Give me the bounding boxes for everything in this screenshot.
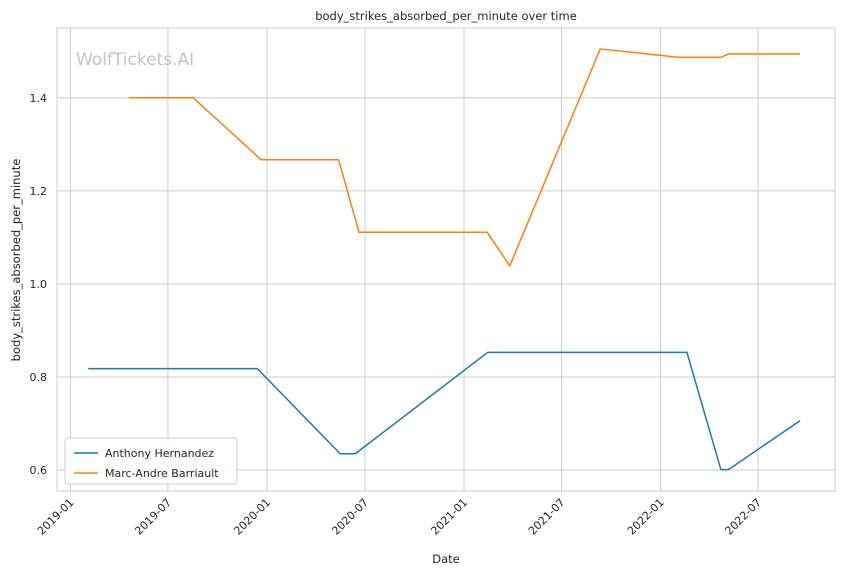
x-tick-label: 2020-07 [329,496,371,538]
legend-label-marc-andre-barriault: Marc-Andre Barriault [105,467,219,480]
watermark: WolfTickets.AI [76,50,194,70]
legend-label-anthony-hernandez: Anthony Hernandez [105,447,214,460]
legend-box [64,437,238,485]
y-axis-label: body_strikes_absorbed_per_minute [9,159,23,362]
x-tick-label: 2022-07 [722,496,764,538]
y-tick-label: 0.6 [30,464,48,477]
x-tick-label: 2019-01 [35,496,77,538]
legend: Anthony Hernandez Marc-Andre Barriault [64,437,238,485]
y-tick-label: 0.8 [30,371,48,384]
y-tick-label: 1.0 [30,278,48,291]
x-tick-label: 2019-07 [132,496,174,538]
x-tick-label: 2022-01 [625,496,667,538]
series-line-marc-andre-barriault [129,48,800,267]
x-tick-label: 2020-01 [231,496,273,538]
series-line-anthony-hernandez [88,351,801,471]
series-layer [88,48,801,471]
x-axis-label: Date [432,552,460,566]
plot-frame [56,27,836,492]
y-tick-label: 1.2 [30,185,48,198]
y-tick-label: 1.4 [30,92,48,105]
chart-title: body_strikes_absorbed_per_minute over ti… [315,9,577,23]
y-tick-labels: 0.6 0.8 1.0 1.2 1.4 [30,92,48,477]
x-tick-label: 2021-01 [428,496,470,538]
x-tick-labels: 2019-01 2019-07 2020-01 2020-07 2021-01 2021-… [35,496,764,538]
x-tick-label: 2021-07 [526,496,568,538]
